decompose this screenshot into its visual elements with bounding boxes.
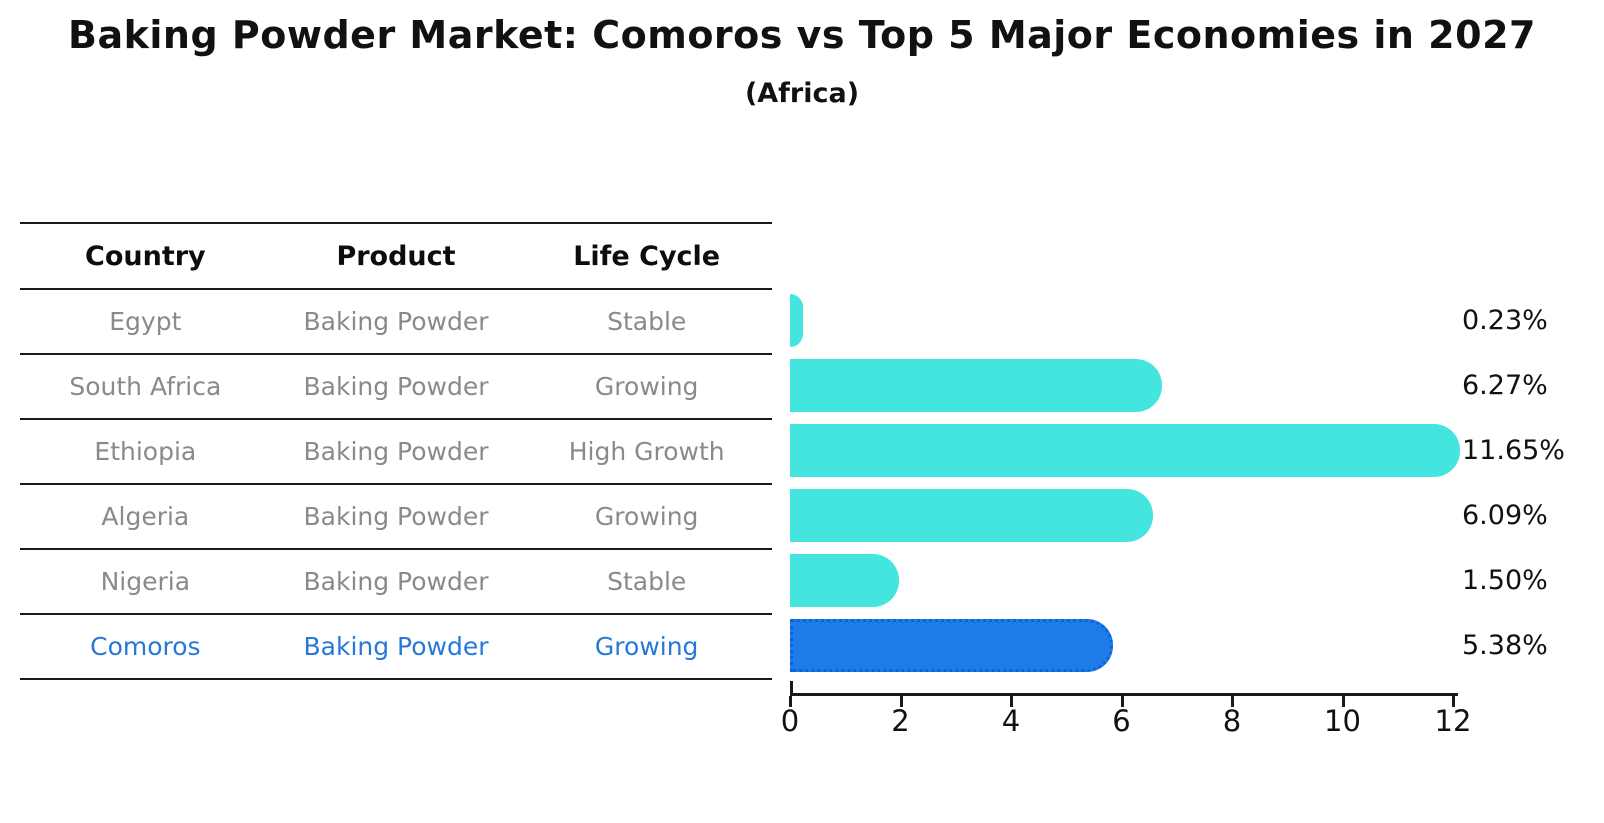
table-row: Nigeria Baking Powder Stable bbox=[20, 550, 772, 615]
table-cell-country: Nigeria bbox=[100, 567, 191, 596]
x-axis-tick-label: 4 bbox=[1001, 704, 1021, 738]
bar-south-africa bbox=[790, 359, 1163, 412]
table-cell-product: Baking Powder bbox=[303, 307, 489, 336]
x-axis-tick bbox=[899, 696, 903, 707]
x-axis-tick-label: 2 bbox=[891, 704, 910, 738]
x-axis-tick-label: 10 bbox=[1324, 704, 1361, 738]
bar-value-label: 6.27% bbox=[1462, 370, 1548, 401]
table-cell-life-cycle: Growing bbox=[594, 632, 699, 661]
table-cell-product: Baking Powder bbox=[303, 437, 489, 466]
table-cell-product: Baking Powder bbox=[303, 502, 489, 531]
table-row: Ethiopia Baking Powder High Growth bbox=[20, 420, 772, 485]
table-cell-country: Algeria bbox=[101, 502, 190, 531]
x-axis-tick bbox=[1452, 696, 1455, 707]
bar-row bbox=[790, 548, 1453, 613]
chart-title: Baking Powder Market: Comoros vs Top 5 M… bbox=[68, 13, 1536, 57]
bar-nigeria bbox=[790, 554, 899, 607]
bar-row bbox=[790, 483, 1453, 548]
table-header-product: Product bbox=[336, 240, 456, 272]
table-row: Comoros Baking Powder Growing bbox=[20, 615, 772, 680]
table-header-country: Country bbox=[85, 240, 206, 272]
table-row: South Africa Baking Powder Growing bbox=[20, 355, 772, 420]
table-header-lifecycle: Life Cycle bbox=[573, 240, 721, 272]
bar-chart-plot-area bbox=[790, 288, 1460, 678]
bar-value-label: 11.65% bbox=[1462, 435, 1565, 466]
country-table: Country Product Life Cycle Egypt Baking P… bbox=[20, 222, 772, 680]
x-axis-tick-label: 8 bbox=[1222, 704, 1242, 738]
bar-value-label: 6.09% bbox=[1462, 500, 1548, 531]
x-axis-tick-label: 12 bbox=[1434, 704, 1472, 738]
bar-comoros bbox=[790, 619, 1114, 672]
bar-row bbox=[790, 353, 1453, 418]
x-axis-tick-label: 0 bbox=[780, 704, 800, 738]
table-cell-country: Egypt bbox=[109, 307, 182, 336]
chart-subtitle: (Africa) bbox=[744, 78, 860, 109]
table-cell-country: Ethiopia bbox=[94, 437, 197, 466]
x-axis-origin-tick bbox=[790, 681, 793, 693]
bar-value-label: 1.50% bbox=[1462, 565, 1548, 596]
bar-value-label: 5.38% bbox=[1462, 630, 1548, 661]
x-axis-tick bbox=[1120, 696, 1124, 707]
table-cell-country: South Africa bbox=[69, 372, 222, 401]
table-row: Egypt Baking Powder Stable bbox=[20, 290, 772, 355]
table-cell-life-cycle: Stable bbox=[607, 307, 687, 336]
x-axis-tick bbox=[1231, 696, 1234, 707]
bar-row bbox=[790, 613, 1453, 678]
table-cell-product: Baking Powder bbox=[303, 567, 489, 596]
bar-row bbox=[790, 288, 1453, 353]
table-cell-product: Baking Powder bbox=[303, 372, 489, 401]
bar-algeria bbox=[790, 489, 1153, 542]
table-row: Algeria Baking Powder Growing bbox=[20, 485, 772, 550]
bar-ethiopia bbox=[790, 424, 1460, 477]
bar-row bbox=[790, 418, 1460, 483]
x-axis-tick bbox=[1010, 696, 1013, 707]
table-cell-life-cycle: Growing bbox=[594, 372, 699, 401]
table-header-row: Country Product Life Cycle bbox=[20, 224, 772, 290]
bar-value-label: 0.23% bbox=[1462, 305, 1548, 336]
table-body: Egypt Baking Powder Stable South Africa Baki… bbox=[20, 290, 772, 680]
x-axis-spine bbox=[790, 693, 1458, 696]
table-cell-life-cycle: High Growth bbox=[568, 437, 725, 466]
table-cell-life-cycle: Stable bbox=[607, 567, 687, 596]
bar-egypt bbox=[790, 294, 803, 347]
table-cell-life-cycle: Growing bbox=[594, 502, 699, 531]
table-cell-product: Baking Powder bbox=[303, 632, 489, 661]
table-cell-country: Comoros bbox=[90, 632, 201, 661]
x-axis-tick bbox=[1341, 696, 1345, 707]
x-axis-tick bbox=[789, 696, 792, 707]
x-axis-tick-label: 6 bbox=[1112, 704, 1131, 738]
